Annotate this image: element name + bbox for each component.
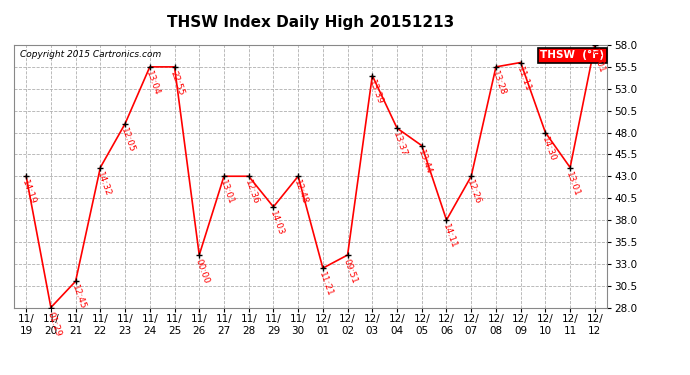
Text: 13:44: 13:44 [416,148,433,176]
Text: 12:26: 12:26 [466,179,483,206]
Text: 14:11: 14:11 [441,223,458,250]
Text: 14:30: 14:30 [540,135,557,162]
Text: 14:01: 14:01 [589,48,607,75]
Text: 01:29: 01:29 [46,310,63,338]
Text: 14:19: 14:19 [21,179,38,206]
Text: 22:55: 22:55 [169,70,186,97]
Text: 11:11: 11:11 [515,65,532,93]
Text: 13:39: 13:39 [366,78,384,106]
Text: 12:36: 12:36 [243,179,260,206]
Text: THSW  (°F): THSW (°F) [540,50,604,60]
Text: 12:48: 12:48 [293,179,310,206]
Text: 13:28: 13:28 [491,70,508,97]
Text: 13:37: 13:37 [391,131,408,158]
Text: 14:32: 14:32 [95,170,112,197]
Text: 14:03: 14:03 [268,210,285,237]
Text: 09:51: 09:51 [342,258,359,285]
Text: 11:21: 11:21 [317,271,335,298]
Text: 13:04: 13:04 [144,70,161,97]
Text: 12:45: 12:45 [70,284,87,311]
Text: THSW Index Daily High 20151213: THSW Index Daily High 20151213 [167,15,454,30]
Text: Copyright 2015 Cartronics.com: Copyright 2015 Cartronics.com [20,50,161,59]
Text: 13:01: 13:01 [218,179,235,206]
Text: 12:05: 12:05 [119,126,137,154]
Text: 13:01: 13:01 [564,170,582,198]
Text: 00:00: 00:00 [194,258,211,285]
